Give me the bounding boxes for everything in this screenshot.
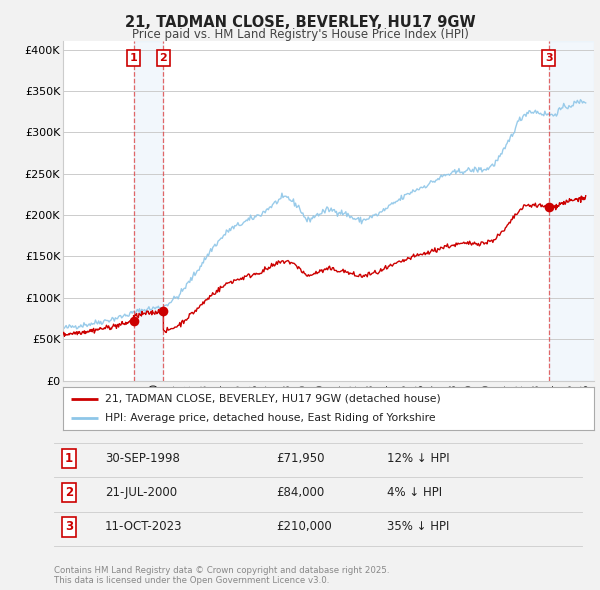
Text: 2: 2	[65, 486, 73, 499]
Text: 3: 3	[545, 53, 553, 63]
Text: Price paid vs. HM Land Registry's House Price Index (HPI): Price paid vs. HM Land Registry's House …	[131, 28, 469, 41]
Text: £84,000: £84,000	[276, 486, 324, 499]
Text: HPI: Average price, detached house, East Riding of Yorkshire: HPI: Average price, detached house, East…	[106, 413, 436, 423]
Text: 12% ↓ HPI: 12% ↓ HPI	[387, 452, 449, 465]
Bar	[134, 41, 163, 381]
Text: 1: 1	[130, 53, 137, 63]
Text: 1: 1	[65, 452, 73, 465]
Text: Contains HM Land Registry data © Crown copyright and database right 2025.
This d: Contains HM Land Registry data © Crown c…	[54, 566, 389, 585]
Text: 21, TADMAN CLOSE, BEVERLEY, HU17 9GW (detached house): 21, TADMAN CLOSE, BEVERLEY, HU17 9GW (de…	[106, 394, 441, 404]
Text: £210,000: £210,000	[276, 520, 332, 533]
Text: 21-JUL-2000: 21-JUL-2000	[105, 486, 177, 499]
Bar	[549, 41, 594, 381]
Text: 4% ↓ HPI: 4% ↓ HPI	[387, 486, 442, 499]
Text: 30-SEP-1998: 30-SEP-1998	[105, 452, 180, 465]
Text: 21, TADMAN CLOSE, BEVERLEY, HU17 9GW: 21, TADMAN CLOSE, BEVERLEY, HU17 9GW	[125, 15, 475, 30]
Text: 35% ↓ HPI: 35% ↓ HPI	[387, 520, 449, 533]
Text: 11-OCT-2023: 11-OCT-2023	[105, 520, 182, 533]
Text: 2: 2	[160, 53, 167, 63]
Text: 3: 3	[65, 520, 73, 533]
Text: £71,950: £71,950	[276, 452, 325, 465]
